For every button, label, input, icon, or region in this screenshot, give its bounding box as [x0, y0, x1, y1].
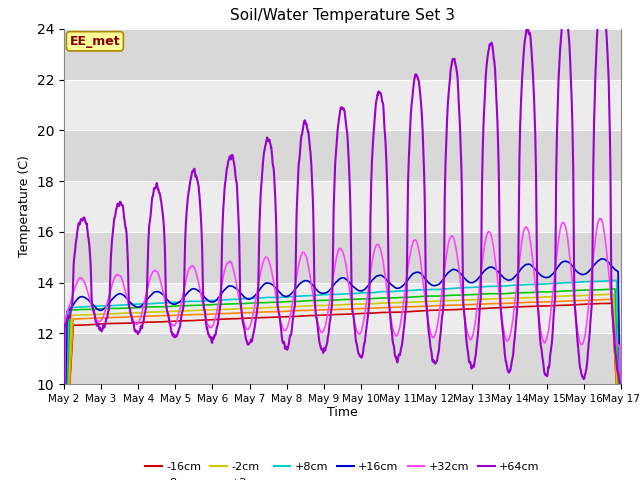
- Bar: [64, 232, 621, 283]
- X-axis label: Time: Time: [327, 407, 358, 420]
- Y-axis label: Temperature (C): Temperature (C): [18, 156, 31, 257]
- Title: Soil/Water Temperature Set 3: Soil/Water Temperature Set 3: [230, 9, 455, 24]
- Bar: [64, 333, 621, 384]
- Bar: [64, 80, 621, 130]
- Bar: [64, 283, 621, 333]
- Bar: [64, 181, 621, 232]
- Text: EE_met: EE_met: [70, 35, 120, 48]
- Bar: [64, 29, 621, 80]
- Legend: -16cm, -8cm, -2cm, +2cm, +8cm, +16cm, +32cm, +64cm: -16cm, -8cm, -2cm, +2cm, +8cm, +16cm, +3…: [141, 457, 544, 480]
- Bar: [64, 130, 621, 181]
